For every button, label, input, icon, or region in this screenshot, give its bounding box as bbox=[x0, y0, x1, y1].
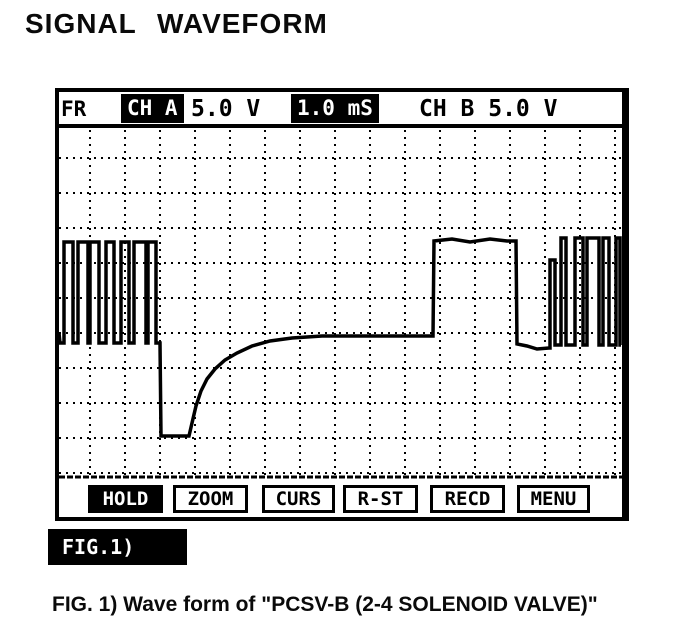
record-button[interactable]: RECD bbox=[430, 485, 505, 513]
scope-status-bar: FR CH A 5.0 V 1.0 mS CH B 5.0 V bbox=[59, 92, 622, 128]
channel-b-scale: CH B 5.0 V bbox=[419, 96, 558, 122]
figure-caption: FIG. 1) Wave form of "PCSV-B (2-4 SOLENO… bbox=[52, 593, 598, 616]
cursor-button[interactable]: CURS bbox=[262, 485, 335, 513]
reset-button[interactable]: R-ST bbox=[343, 485, 418, 513]
menu-button[interactable]: MENU bbox=[517, 485, 590, 513]
channel-a-scale: 5.0 V bbox=[191, 96, 261, 122]
timebase-badge: 1.0 mS bbox=[291, 94, 379, 123]
channel-a-badge: CH A bbox=[121, 94, 184, 123]
trigger-mode-indicator: FR bbox=[61, 97, 87, 121]
hold-button[interactable]: HOLD bbox=[88, 485, 163, 513]
softkey-bar: HOLD ZOOM CURS R-ST RECD MENU bbox=[59, 481, 622, 517]
zoom-button[interactable]: ZOOM bbox=[173, 485, 248, 513]
page-title: SIGNAL WAVEFORM bbox=[25, 8, 328, 39]
oscilloscope-screen: FR CH A 5.0 V 1.0 mS CH B 5.0 V HOLD ZOO… bbox=[55, 88, 629, 521]
waveform-plot bbox=[59, 130, 622, 479]
waveform-trace bbox=[59, 236, 622, 438]
figure-number-label: FIG.1) bbox=[48, 529, 187, 565]
